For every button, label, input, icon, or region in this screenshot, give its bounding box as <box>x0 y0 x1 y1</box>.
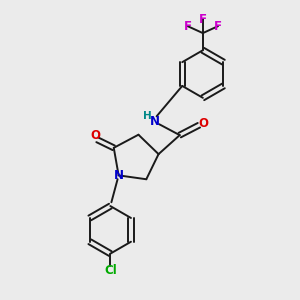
Text: N: N <box>150 115 160 128</box>
Text: O: O <box>91 129 101 142</box>
Text: Cl: Cl <box>104 264 117 277</box>
Text: F: F <box>214 20 222 33</box>
Text: F: F <box>184 20 192 33</box>
Text: H: H <box>143 111 152 121</box>
Text: F: F <box>199 13 207 26</box>
Text: O: O <box>199 117 208 130</box>
Text: N: N <box>114 169 124 182</box>
